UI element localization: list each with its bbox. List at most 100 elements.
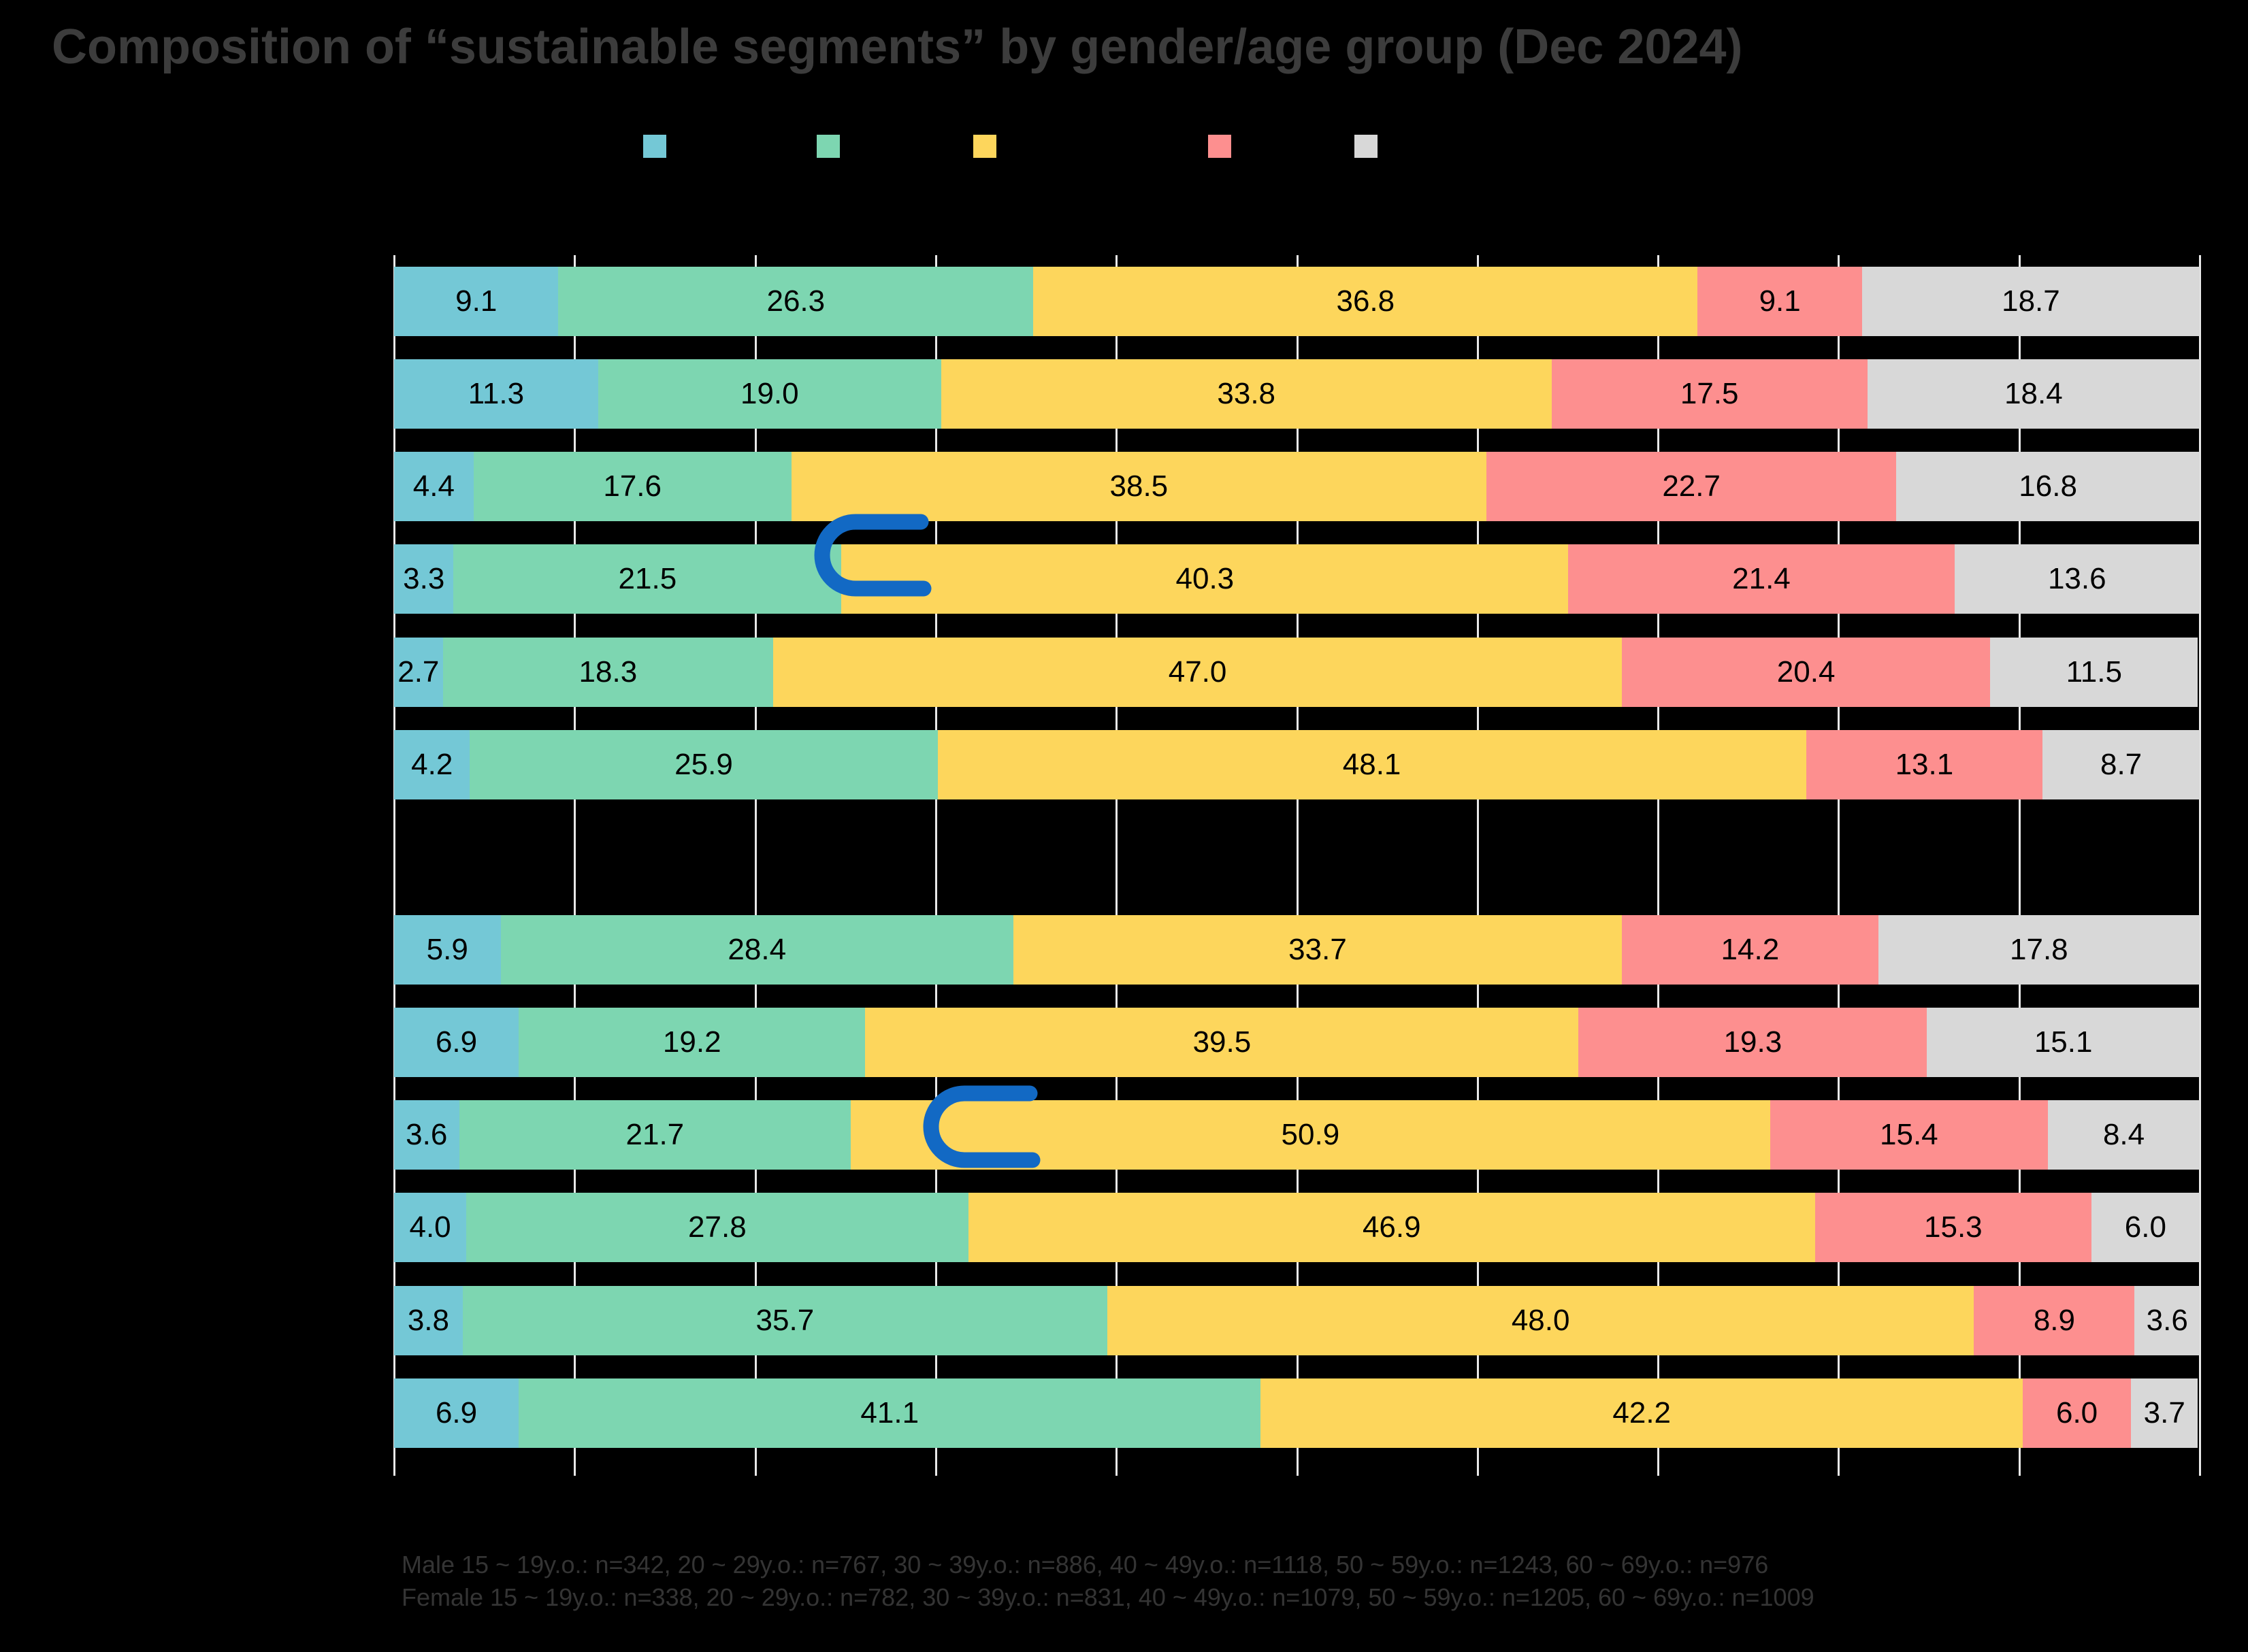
stacked-bar: 2.7 18.3 47.0 20.4 11.5 [394, 637, 2200, 707]
bar-segment-red: 21.4 [1568, 544, 1955, 614]
bar-value-label: 26.3 [766, 284, 826, 318]
bar-value-label: 28.4 [728, 932, 787, 966]
annotation-bracket-path [923, 1085, 1041, 1168]
bar-segment-gray: 15.1 [1927, 1008, 2200, 1078]
stacked-bar: 6.9 19.2 39.5 19.3 15.1 [394, 1008, 2200, 1078]
bar-segment-gray: 18.7 [1861, 267, 2200, 336]
stacked-bar: 9.1 26.3 36.8 9.1 18.7 [394, 267, 2200, 336]
bar-value-label: 6.0 [2055, 1395, 2098, 1430]
bar-value-label: 19.0 [740, 377, 799, 411]
bar-value-label: 25.9 [674, 747, 733, 781]
bar-value-label: 11.3 [468, 377, 525, 411]
bar-row-male: 3.3 21.5 40.3 21.4 13.6 [394, 533, 2200, 625]
bar-value-label: 18.3 [579, 655, 638, 689]
gridline [754, 255, 757, 1459]
bar-segment-yellow: 47.0 [773, 637, 1623, 707]
bar-segment-red: 20.4 [1622, 637, 1991, 707]
bar-value-label: 21.5 [618, 562, 677, 596]
legend-swatch-teal [643, 135, 666, 158]
bar-segment-green: 21.7 [459, 1100, 851, 1170]
bar-value-label: 33.7 [1288, 932, 1347, 966]
bar-value-label: 16.8 [2019, 469, 2077, 503]
stacked-bar: 4.4 17.6 38.5 22.7 16.8 [394, 452, 2200, 522]
bar-segment-gray: 6.0 [2091, 1193, 2200, 1263]
bar-segment-green: 41.1 [519, 1378, 1261, 1448]
bar-value-label: 17.5 [1680, 377, 1739, 411]
bar-value-label: 18.7 [2002, 284, 2060, 318]
legend-swatch-yellow [973, 135, 996, 158]
bar-row-female: 4.0 27.8 46.9 15.3 6.0 [394, 1181, 2200, 1274]
gridline [2018, 255, 2021, 1459]
bar-value-label: 18.4 [2004, 377, 2063, 411]
bar-row-male: 11.3 19.0 33.8 17.5 18.4 [394, 348, 2200, 440]
bar-segment-teal: 4.4 [394, 452, 474, 522]
bar-segment-teal: 2.7 [394, 637, 443, 707]
bar-segment-red: 19.3 [1578, 1008, 1927, 1078]
bar-segment-gray: 11.5 [1990, 637, 2198, 707]
stacked-bar: 5.9 28.4 33.7 14.2 17.8 [394, 914, 2200, 985]
bar-value-label: 20.4 [1776, 655, 1836, 689]
bar-row-female: 3.6 21.7 50.9 15.4 8.4 [394, 1089, 2200, 1181]
gridline [1115, 255, 1118, 1459]
bar-value-label: 3.3 [403, 562, 445, 596]
bar-row-female: 6.9 41.1 42.2 6.0 3.7 [394, 1367, 2200, 1459]
bar-segment-green: 18.3 [442, 637, 774, 707]
bar-segment-gray: 3.6 [2134, 1285, 2200, 1355]
bar-value-label: 14.2 [1721, 932, 1780, 966]
gridline [934, 255, 937, 1459]
bar-segment-gray: 17.8 [1878, 914, 2200, 985]
bar-segment-red: 17.5 [1551, 359, 1868, 429]
bar-row-male: 2.7 18.3 47.0 20.4 11.5 [394, 626, 2200, 718]
bar-segment-red: 13.1 [1806, 729, 2043, 799]
axis-tick [1657, 1459, 1660, 1476]
axis-tick [574, 1459, 576, 1476]
bar-segment-red: 6.0 [2022, 1378, 2132, 1448]
legend-swatch-red [1208, 135, 1231, 158]
bar-value-label: 36.8 [1336, 284, 1395, 318]
bar-segment-green: 25.9 [470, 729, 938, 799]
bar-segment-red: 9.1 [1697, 267, 1862, 336]
bar-value-label: 21.4 [1732, 562, 1791, 596]
stacked-bar: 3.8 35.7 48.0 8.9 3.6 [394, 1285, 2200, 1355]
annotation-bracket-path [814, 514, 932, 597]
bar-segment-gray: 16.8 [1896, 452, 2200, 522]
bar-segment-gray: 18.4 [1867, 359, 2200, 429]
legend-swatch-green [817, 135, 840, 158]
bar-row-male: 9.1 26.3 36.8 9.1 18.7 [394, 255, 2200, 348]
bar-segment-teal: 3.8 [394, 1285, 463, 1355]
bar-value-label: 19.3 [1723, 1025, 1782, 1059]
bar-value-label: 13.6 [2047, 562, 2106, 596]
bar-value-label: 40.3 [1175, 562, 1235, 596]
bar-segment-red: 22.7 [1486, 452, 1897, 522]
bar-value-label: 6.9 [435, 1395, 478, 1430]
bar-value-label: 3.7 [2143, 1395, 2185, 1430]
bar-value-label: 15.4 [1880, 1118, 1938, 1152]
bar-value-label: 2.7 [397, 655, 440, 689]
bar-segment-red: 8.9 [1974, 1285, 2135, 1355]
axis-tick [754, 1459, 757, 1476]
bar-value-label: 22.7 [1662, 469, 1721, 503]
gridline [1476, 255, 1479, 1459]
bar-segment-red: 15.3 [1814, 1193, 2091, 1263]
bar-row-female: 6.9 19.2 39.5 19.3 15.1 [394, 996, 2200, 1089]
bar-segment-green: 19.0 [598, 359, 941, 429]
bar-value-label: 48.1 [1342, 747, 1401, 781]
bar-segment-red: 15.4 [1770, 1100, 2049, 1170]
bar-value-label: 4.0 [409, 1210, 451, 1244]
footnote-line-female: Female 15 ~ 19y.o.: n=338, 20 ~ 29y.o.: … [402, 1583, 1814, 1611]
bar-value-label: 4.4 [412, 469, 455, 503]
bar-segment-teal: 11.3 [394, 359, 598, 429]
bar-value-label: 42.2 [1612, 1395, 1672, 1430]
bar-segment-teal: 9.1 [394, 267, 559, 336]
gridline [1296, 255, 1299, 1459]
bar-segment-gray: 8.4 [2048, 1100, 2200, 1170]
plot-area: 9.1 26.3 36.8 9.1 18.7 11.3 19.0 33.8 17.5 18.4 4.… [393, 255, 2201, 1476]
bar-segment-gray: 13.6 [1954, 544, 2200, 614]
bar-value-label: 8.4 [2102, 1118, 2145, 1152]
bar-segment-teal: 4.0 [394, 1193, 467, 1263]
bar-segment-teal: 4.2 [394, 729, 470, 799]
bar-row-female: 5.9 28.4 33.7 14.2 17.8 [394, 904, 2200, 996]
bar-value-label: 15.1 [2034, 1025, 2093, 1059]
annotation-bracket-male [814, 514, 932, 597]
